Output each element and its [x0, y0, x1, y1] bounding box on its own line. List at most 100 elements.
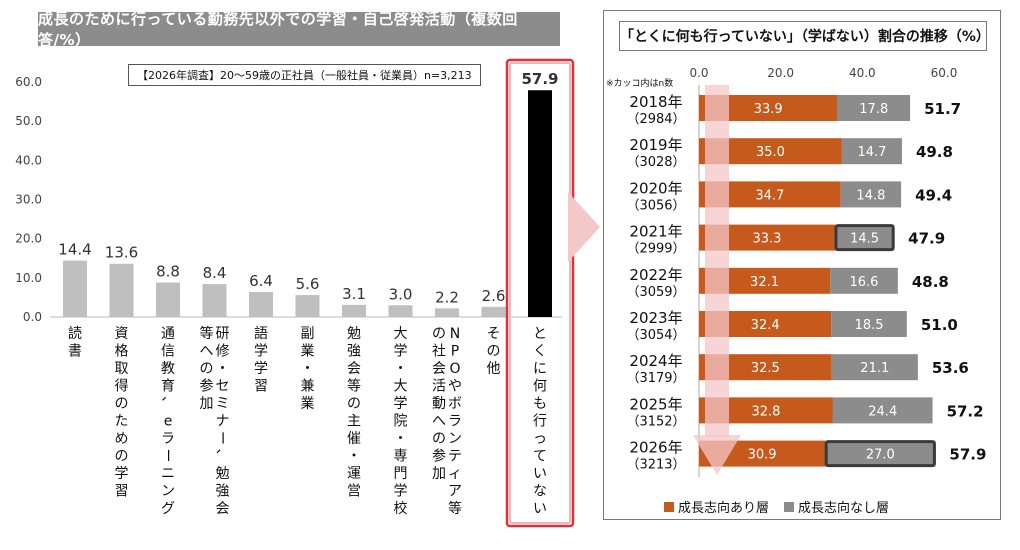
- bar-value-label: 5.6: [296, 275, 320, 293]
- svg-text:勉: 勉: [216, 466, 230, 482]
- x-tick-label: 40.0: [849, 66, 876, 80]
- segment-value-label: 14.7: [857, 145, 886, 160]
- right-chart-note: ※カッコ内はn数: [606, 79, 674, 89]
- x-tick-label: 0.0: [689, 66, 708, 80]
- svg-text:に: に: [533, 361, 547, 377]
- svg-text:学: 学: [254, 361, 268, 377]
- bar: [202, 284, 227, 317]
- right-stacked-bar-chart: 0.0 20.0 40.0 60.0 2018年（2984） 33.9 17.8 51.7 20…: [626, 66, 986, 477]
- segment-value-label: 16.6: [849, 275, 878, 290]
- svg-text:ボ: ボ: [448, 396, 462, 412]
- bar: [435, 308, 459, 317]
- n-label: （2984）: [626, 112, 685, 127]
- segment-value-label: 21.1: [860, 361, 889, 376]
- segment-value-label: 14.5: [850, 232, 879, 247]
- highlight-segment-frame: [834, 224, 895, 252]
- y-tick-label: 50.0: [15, 114, 42, 128]
- y-tick-label: 0.0: [23, 310, 42, 324]
- svg-text:門: 門: [394, 466, 408, 482]
- stacked-segment: [830, 267, 898, 294]
- svg-text:学: 学: [394, 396, 408, 412]
- year-label: 2024年: [629, 352, 682, 370]
- svg-text:や: や: [448, 379, 462, 395]
- svg-text:何: 何: [533, 379, 547, 395]
- segment-value-label: 30.9: [748, 448, 777, 463]
- category-label: その他: [487, 326, 501, 377]
- svg-text:会: 会: [347, 361, 361, 377]
- svg-text:営: 営: [347, 484, 361, 500]
- transition-arrow-icon: [568, 192, 600, 262]
- n-label: （3179）: [626, 371, 685, 386]
- svg-text:の: の: [432, 431, 446, 447]
- svg-text:習: 習: [254, 379, 268, 395]
- svg-text:資: 資: [115, 326, 129, 342]
- bar-value-label: 2.2: [435, 288, 459, 306]
- svg-text:・: ・: [216, 361, 230, 377]
- highlight-segment-frame: [824, 440, 936, 468]
- legend-label-series-1: 成長志向あり層: [678, 501, 770, 516]
- total-value-label: 49.4: [915, 186, 952, 204]
- svg-text:っ: っ: [533, 431, 547, 447]
- svg-text:テ: テ: [448, 449, 462, 465]
- year-label: 2023年: [629, 309, 682, 327]
- svg-text:の: の: [432, 326, 446, 342]
- bar-value-label: 13.6: [105, 244, 138, 262]
- total-value-label: 51.7: [924, 100, 961, 118]
- x-tick-label: 60.0: [931, 66, 958, 80]
- svg-text:ン: ン: [161, 484, 175, 500]
- x-tick-label: 20.0: [767, 66, 794, 80]
- stacked-segment: [825, 440, 936, 467]
- year-label: 2020年: [629, 179, 682, 197]
- total-value-label: 53.6: [932, 359, 969, 377]
- svg-text:等: 等: [448, 500, 462, 517]
- n-label: （3059）: [626, 285, 685, 300]
- trend-arrow-head-icon: [693, 435, 741, 475]
- y-tick-label: 20.0: [15, 232, 42, 246]
- year-label: 2022年: [629, 266, 682, 284]
- svg-text:・: ・: [347, 449, 361, 465]
- segment-value-label: 33.9: [754, 102, 783, 117]
- svg-text:ー: ー: [159, 449, 175, 463]
- svg-text:ィ: ィ: [448, 466, 462, 482]
- svg-text:活: 活: [432, 379, 446, 395]
- svg-text:く: く: [533, 344, 547, 360]
- year-label: 2019年: [629, 136, 682, 154]
- svg-text:業: 業: [301, 344, 315, 360]
- legend-item-series-2: 成長志向なし層: [784, 497, 889, 516]
- segment-value-label: 32.8: [751, 404, 780, 419]
- svg-text:の: の: [487, 344, 501, 360]
- svg-text:学: 学: [394, 484, 408, 500]
- trend-arrow-shaft: [705, 85, 729, 437]
- svg-text:ミ: ミ: [216, 396, 230, 412]
- svg-text:語: 語: [254, 326, 268, 342]
- svg-text:も: も: [533, 396, 547, 412]
- svg-text:の: の: [347, 396, 361, 412]
- bar-value-label: 8.8: [156, 263, 180, 281]
- svg-text:へ: へ: [200, 344, 214, 360]
- svg-text:ー: ー: [214, 431, 230, 445]
- left-chart-note: 【2026年調査】20～59歳の正社員（一般社員・従業員）n=3,213: [128, 64, 481, 86]
- stacked-segment: [840, 181, 902, 208]
- svg-text:院: 院: [394, 414, 408, 430]
- svg-text:等: 等: [347, 378, 361, 395]
- svg-text:他: 他: [487, 361, 501, 377]
- svg-text:育: 育: [161, 379, 175, 395]
- segment-value-label: 14.8: [856, 188, 885, 203]
- svg-text:動: 動: [432, 396, 446, 412]
- svg-text:取: 取: [115, 361, 129, 377]
- svg-text:勉: 勉: [347, 326, 361, 342]
- svg-text:参: 参: [432, 448, 446, 465]
- legend-item-series-1: 成長志向あり層: [664, 497, 769, 516]
- total-value-label: 51.0: [921, 316, 958, 334]
- svg-text:社: 社: [432, 344, 446, 360]
- svg-text:O: O: [449, 361, 460, 377]
- bar: [156, 282, 180, 317]
- svg-text:・: ・: [394, 361, 408, 377]
- svg-text:読: 読: [68, 325, 82, 342]
- total-value-label: 47.9: [908, 230, 945, 248]
- svg-text:・: ・: [394, 431, 408, 447]
- bar: [109, 263, 134, 317]
- svg-text:N: N: [450, 326, 460, 342]
